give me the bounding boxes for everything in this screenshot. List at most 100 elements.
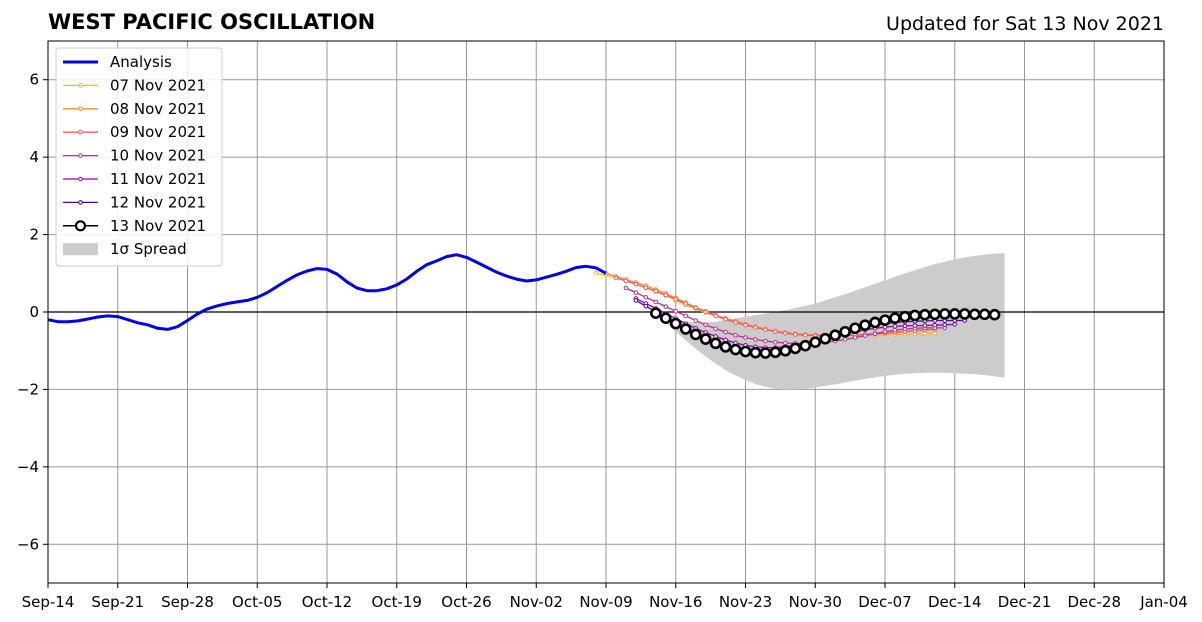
series-point bbox=[763, 338, 768, 344]
legend-label: 1σ Spread bbox=[110, 240, 187, 258]
x-tick-label: Sep-21 bbox=[91, 593, 144, 611]
series-point bbox=[773, 329, 778, 335]
series-point bbox=[683, 301, 689, 306]
series-point bbox=[952, 322, 958, 327]
series-point bbox=[889, 312, 901, 324]
series-point bbox=[872, 331, 878, 336]
series-point bbox=[689, 328, 702, 341]
series-point bbox=[729, 343, 742, 356]
series-point bbox=[623, 278, 629, 284]
legend-swatch-marker bbox=[78, 200, 83, 205]
series-point bbox=[723, 317, 728, 322]
series-point bbox=[929, 308, 941, 321]
series-point bbox=[593, 270, 599, 276]
legend: Analysis 07 Nov 2021 08 Nov 2021 09 Nov 202… bbox=[55, 47, 223, 267]
chart-subtitle: Updated for Sat 13 Nov 2021 bbox=[886, 13, 1164, 35]
series-point bbox=[852, 335, 858, 340]
legend-swatch-marker bbox=[78, 106, 83, 112]
series-point bbox=[733, 332, 738, 338]
x-tick-label: Nov-30 bbox=[789, 593, 842, 611]
series-point bbox=[869, 316, 881, 329]
series-point bbox=[673, 308, 679, 314]
series-point bbox=[693, 305, 698, 311]
series-point bbox=[703, 322, 708, 328]
legend-label: 11 Nov 2021 bbox=[110, 170, 206, 188]
series-point bbox=[849, 322, 861, 335]
x-tick-label: Oct-19 bbox=[372, 593, 422, 611]
legend-swatch-marker bbox=[74, 220, 87, 232]
x-tick-label: Oct-05 bbox=[232, 593, 282, 611]
analysis-line bbox=[47, 253, 607, 331]
legend-label: 10 Nov 2021 bbox=[110, 147, 206, 165]
series-point bbox=[753, 325, 758, 330]
y-tick-label: 4 bbox=[29, 148, 39, 166]
series-point bbox=[773, 339, 778, 345]
series-point bbox=[759, 347, 772, 359]
x-tick-label: Jan-04 bbox=[1139, 593, 1188, 611]
x-tick-label: Dec-07 bbox=[858, 593, 912, 611]
series-point bbox=[699, 333, 712, 345]
series-point bbox=[902, 323, 908, 329]
series-point bbox=[733, 320, 738, 325]
x-tick-label: Sep-28 bbox=[161, 593, 214, 611]
series-point bbox=[743, 322, 748, 328]
x-axis-ticks: Sep-14 Sep-21 Sep-28 Oct-05 Oct-12 Oct-19 Oct-… bbox=[22, 583, 1188, 611]
spread-band bbox=[655, 253, 1005, 390]
series-point bbox=[713, 313, 718, 319]
series-point bbox=[613, 275, 619, 281]
series-point bbox=[799, 339, 812, 352]
series-point bbox=[703, 309, 708, 315]
x-tick-label: Sep-14 bbox=[22, 593, 75, 611]
analysis-layer bbox=[47, 253, 607, 331]
series-point bbox=[783, 340, 788, 346]
series-point bbox=[633, 298, 639, 303]
series-point bbox=[922, 323, 928, 328]
y-tick-label: 0 bbox=[29, 303, 39, 321]
legend-label: 08 Nov 2021 bbox=[110, 100, 206, 118]
series-point bbox=[909, 309, 921, 322]
series-point bbox=[809, 336, 822, 348]
series-point bbox=[663, 304, 669, 309]
series-point bbox=[919, 308, 931, 321]
series-point bbox=[829, 329, 841, 342]
series-point bbox=[978, 308, 991, 321]
series-point bbox=[789, 342, 802, 355]
series-point bbox=[683, 313, 689, 319]
legend-label: 13 Nov 2021 bbox=[110, 217, 206, 235]
series-point bbox=[802, 332, 808, 338]
series-point bbox=[693, 318, 698, 323]
series-point bbox=[763, 327, 768, 333]
series-point bbox=[623, 285, 629, 291]
series-point bbox=[719, 341, 732, 353]
x-tick-label: Nov-16 bbox=[649, 593, 702, 611]
series-point bbox=[653, 299, 659, 305]
series-point bbox=[892, 327, 898, 333]
series-point bbox=[679, 323, 692, 335]
legend-swatch-marker bbox=[78, 129, 83, 135]
series-point bbox=[669, 317, 682, 330]
series-point bbox=[633, 290, 639, 295]
x-tick-label: Dec-28 bbox=[1067, 593, 1121, 611]
x-tick-label: Nov-02 bbox=[510, 593, 563, 611]
series-point bbox=[859, 319, 871, 331]
series-point bbox=[912, 323, 918, 328]
series-point bbox=[749, 346, 762, 359]
y-tick-label: 2 bbox=[29, 226, 39, 244]
series-point bbox=[879, 314, 891, 326]
series-point bbox=[932, 322, 938, 328]
y-tick-label: 6 bbox=[29, 71, 39, 89]
legend-label: 12 Nov 2021 bbox=[110, 193, 206, 211]
x-tick-label: Nov-09 bbox=[579, 593, 632, 611]
series-point bbox=[783, 330, 788, 336]
series-point bbox=[932, 330, 938, 336]
y-tick-label: −6 bbox=[17, 535, 39, 553]
series-point bbox=[753, 337, 758, 342]
legend-swatch-marker bbox=[78, 83, 83, 88]
series-point bbox=[882, 329, 888, 335]
series-point bbox=[938, 308, 951, 320]
x-tick-label: Oct-26 bbox=[441, 593, 491, 611]
series-point bbox=[663, 292, 669, 298]
series-point bbox=[713, 326, 718, 331]
series-point bbox=[948, 308, 961, 320]
